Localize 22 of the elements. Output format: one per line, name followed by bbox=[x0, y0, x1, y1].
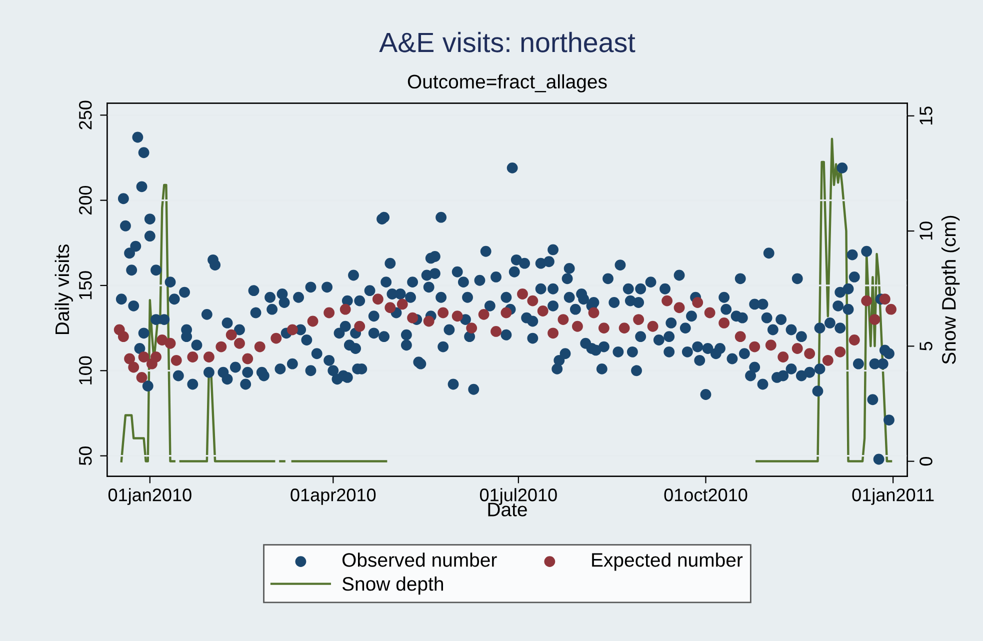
y-axis-title: Daily visits bbox=[54, 244, 73, 334]
y-tick-label: 250 bbox=[78, 100, 92, 130]
y2-tick-label: 10 bbox=[920, 222, 932, 240]
x-tick-label: 01jan2011 bbox=[852, 488, 934, 505]
x-tick-label: 01jan2010 bbox=[108, 488, 192, 505]
y2-tick-label: 5 bbox=[920, 342, 932, 350]
y-tick-label: 150 bbox=[78, 271, 92, 300]
x-tick-label: 01oct2010 bbox=[664, 488, 748, 502]
y-tick-label: 50 bbox=[78, 446, 92, 466]
legend-label: Observed number bbox=[342, 552, 497, 567]
y2-tick-label: 0 bbox=[920, 456, 932, 466]
y-tick-label: 100 bbox=[78, 356, 92, 384]
chart-subtitle: Outcome=fract_allages bbox=[408, 74, 607, 92]
y2-axis-title: Snow Depth (cm) bbox=[942, 216, 960, 364]
y-tick-label: 200 bbox=[78, 186, 92, 214]
legend-label: Snow depth bbox=[342, 576, 443, 595]
x-axis-title: Date bbox=[488, 502, 527, 516]
chart-title: A&E visits: northeast bbox=[379, 32, 636, 52]
x-tick-label: 01jul2010 bbox=[480, 488, 557, 505]
legend-label: Expected number bbox=[592, 552, 743, 571]
x-tick-label: 01apr2010 bbox=[290, 488, 376, 505]
y2-tick-label: 15 bbox=[920, 106, 932, 125]
